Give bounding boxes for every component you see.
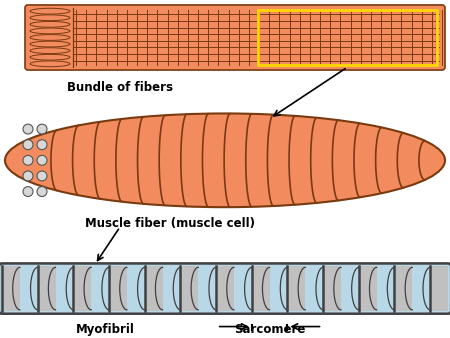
- Ellipse shape: [30, 34, 70, 40]
- Circle shape: [23, 124, 33, 134]
- Ellipse shape: [30, 61, 70, 67]
- Bar: [359, 266, 377, 311]
- Circle shape: [23, 140, 33, 150]
- Bar: [38, 266, 55, 311]
- Ellipse shape: [30, 54, 70, 60]
- Circle shape: [37, 124, 47, 134]
- Bar: [2, 266, 20, 311]
- Bar: [258, 10, 437, 65]
- Ellipse shape: [30, 21, 70, 27]
- Text: Muscle fiber (muscle cell): Muscle fiber (muscle cell): [85, 217, 255, 230]
- Text: Sarcomere: Sarcomere: [234, 322, 305, 336]
- Circle shape: [37, 171, 47, 181]
- Bar: [377, 266, 395, 311]
- Bar: [395, 266, 412, 311]
- FancyBboxPatch shape: [25, 5, 445, 70]
- Bar: [305, 266, 323, 311]
- Ellipse shape: [30, 48, 70, 53]
- Bar: [234, 266, 252, 311]
- Ellipse shape: [5, 114, 445, 207]
- Bar: [323, 266, 341, 311]
- Bar: [270, 266, 288, 311]
- Bar: [91, 266, 109, 311]
- Bar: [430, 266, 448, 311]
- Bar: [198, 266, 216, 311]
- Bar: [341, 266, 359, 311]
- Ellipse shape: [30, 15, 70, 21]
- Bar: [127, 266, 145, 311]
- Bar: [20, 266, 38, 311]
- Bar: [162, 266, 180, 311]
- Circle shape: [23, 187, 33, 196]
- Ellipse shape: [30, 8, 70, 14]
- Bar: [73, 266, 91, 311]
- Ellipse shape: [30, 28, 70, 34]
- Circle shape: [37, 155, 47, 165]
- Bar: [109, 266, 127, 311]
- Bar: [412, 266, 430, 311]
- Text: Myofibril: Myofibril: [76, 322, 135, 336]
- Circle shape: [23, 171, 33, 181]
- FancyBboxPatch shape: [0, 263, 450, 314]
- Bar: [55, 266, 73, 311]
- Circle shape: [23, 155, 33, 165]
- Circle shape: [37, 187, 47, 196]
- Bar: [288, 266, 305, 311]
- Bar: [252, 266, 270, 311]
- Bar: [216, 266, 234, 311]
- Ellipse shape: [30, 41, 70, 47]
- Circle shape: [37, 140, 47, 150]
- Bar: [145, 266, 162, 311]
- Text: Bundle of fibers: Bundle of fibers: [67, 81, 173, 94]
- Bar: [180, 266, 198, 311]
